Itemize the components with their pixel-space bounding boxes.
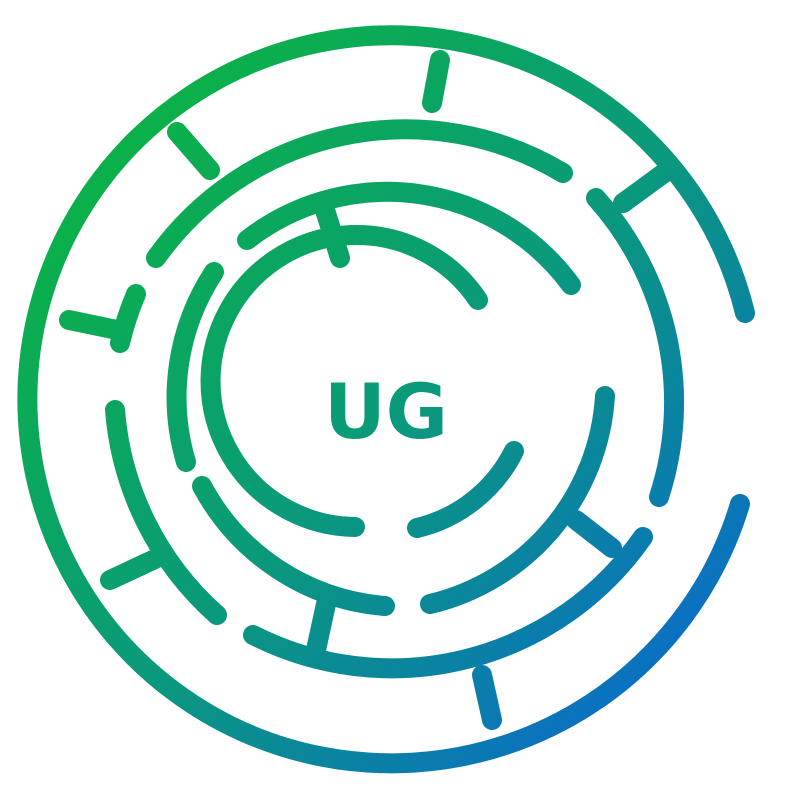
maze-ring-3-arc-b [166,262,224,472]
maze-connector-inner-top [315,200,350,268]
maze-connector-left [59,310,132,341]
maze-ring-3-arc-a [237,181,581,295]
maze-connector-bottom [472,665,502,730]
maze-connector-top [422,50,450,113]
maze-connector-top-right [613,163,674,213]
maze-ring-4-arc-a [200,225,488,537]
maze-ring-4-arc-b [407,441,524,538]
maze-connector-inner-bottom [306,594,336,660]
maze-connector-inner-right [566,510,622,558]
maze-ring-3-arc-d [420,386,615,614]
maze-outer-ring [17,25,755,774]
maze-connector-lower-left [100,549,165,590]
maze-ring-3-arc-c [192,476,395,616]
maze-ring-2-arc-b [110,284,146,353]
logo-monogram: UG [324,367,448,456]
maze-connector-top-left [167,122,220,180]
maze-ring-2-arc-e [586,188,685,507]
maze-ring-2-arc-c [105,400,227,625]
maze-ring-2-arc-a [146,119,573,268]
